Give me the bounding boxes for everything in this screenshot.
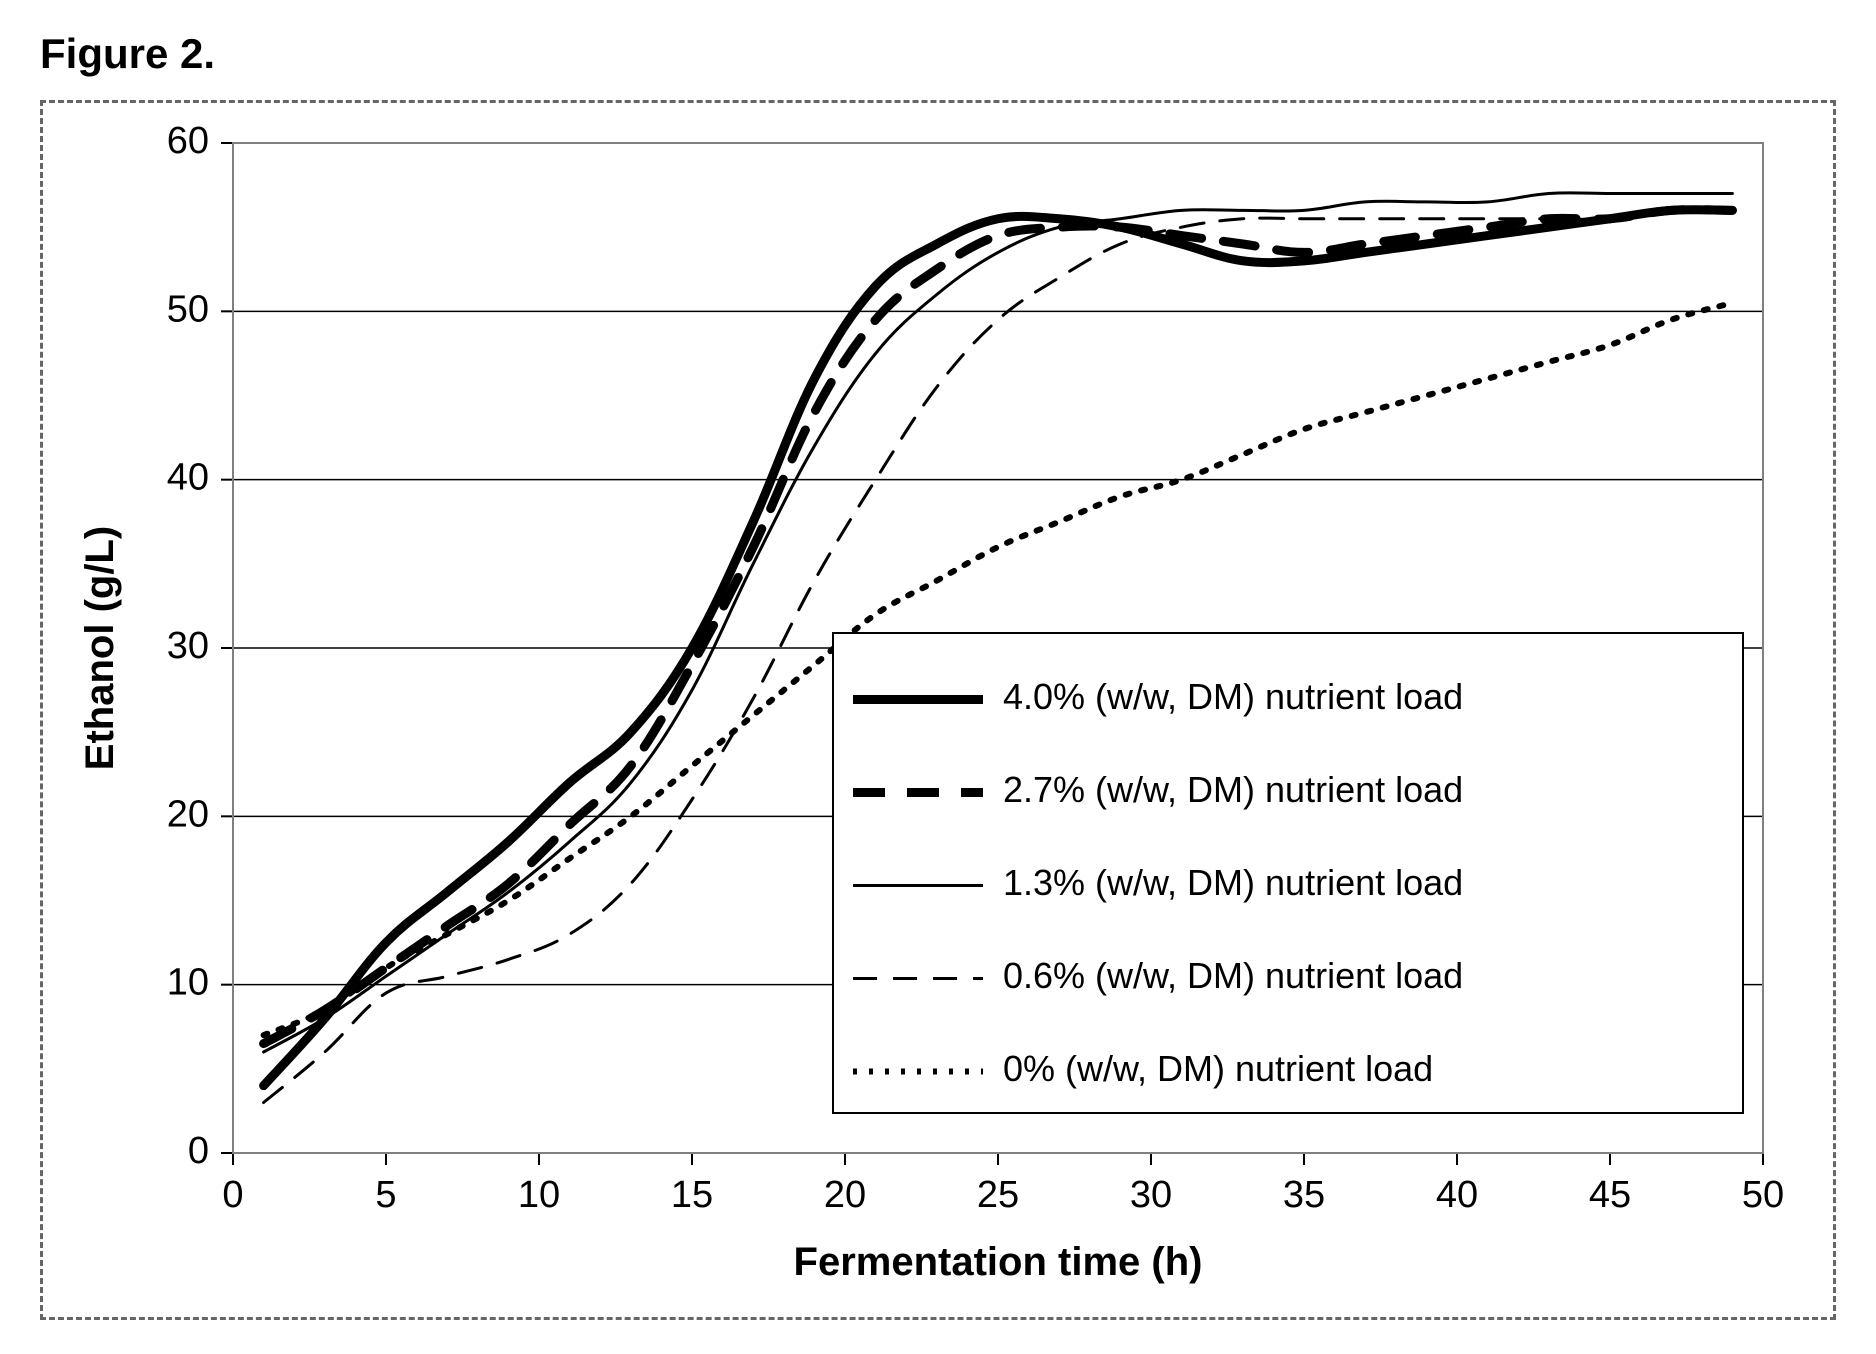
ethanol-chart: 0 10 20 30 40 50 60 0 5 10 15 20 25 30 35 40 45 50 Ferment… [43,103,1833,1317]
chart-frame: 0 10 20 30 40 50 60 0 5 10 15 20 25 30 35 40 45 50 Ferment… [40,100,1836,1320]
xtick-label: 50 [1742,1174,1784,1216]
xtick-label: 45 [1589,1174,1631,1216]
ytick-label: 30 [167,625,209,667]
ytick-label: 20 [167,793,209,835]
xtick-label: 20 [824,1174,866,1216]
xtick-label: 10 [518,1174,560,1216]
xtick-label: 40 [1436,1174,1478,1216]
xtick-label: 0 [222,1174,243,1216]
legend-label: 1.3% (w/w, DM) nutrient load [1003,862,1463,903]
xtick-label: 25 [977,1174,1019,1216]
legend-label: 2.7% (w/w, DM) nutrient load [1003,769,1463,810]
xtick-label: 30 [1130,1174,1172,1216]
x-axis-label: Fermentation time (h) [794,1240,1203,1284]
ytick-label: 60 [167,120,209,162]
xtick-label: 5 [375,1174,396,1216]
xtick-label: 15 [671,1174,713,1216]
ytick-label: 50 [167,288,209,330]
legend-label: 0.6% (w/w, DM) nutrient load [1003,955,1463,996]
ytick-label: 10 [167,962,209,1004]
page-root: Figure 2. 0 10 20 30 40 50 60 0 5 10 15 20 25 30 35 40 4… [0,0,1876,1354]
xtick-label: 35 [1283,1174,1325,1216]
figure-title: Figure 2. [40,30,215,78]
legend-label: 0% (w/w, DM) nutrient load [1003,1048,1433,1089]
ytick-label: 40 [167,457,209,499]
y-axis-label: Ethanol (g/L) [78,526,122,770]
ytick-label: 0 [188,1130,209,1172]
legend-label: 4.0% (w/w, DM) nutrient load [1003,676,1463,717]
